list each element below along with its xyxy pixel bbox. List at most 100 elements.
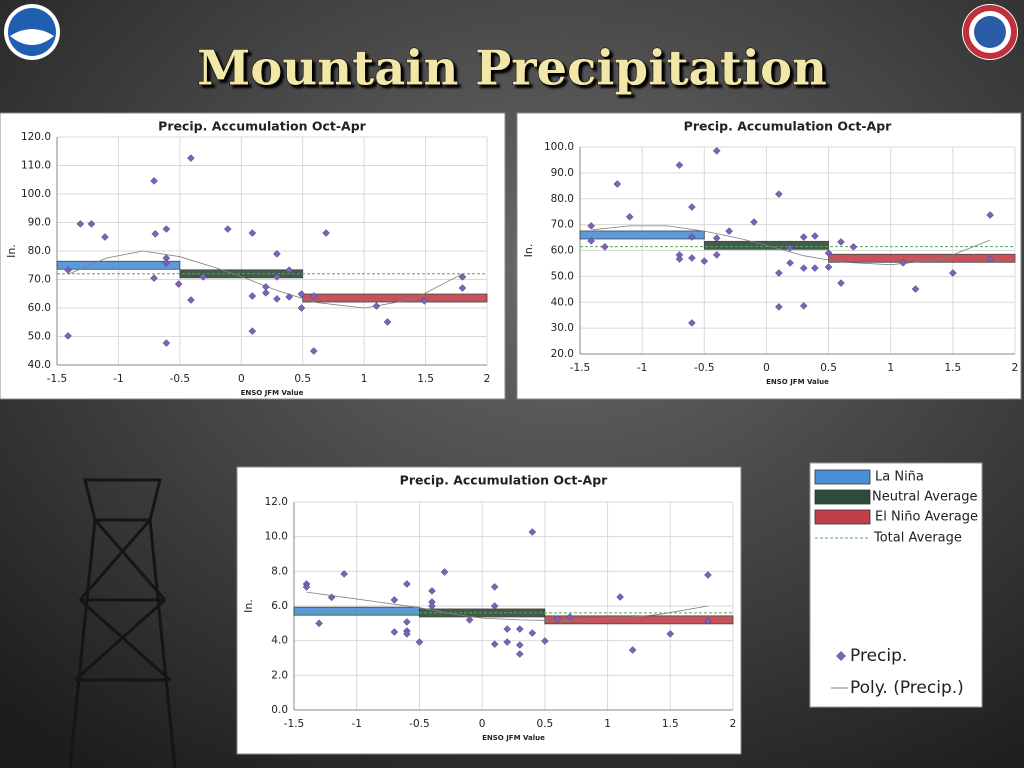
y-tick-label: 12.0 [265,496,288,508]
data-point [390,596,399,604]
data-point [428,587,436,595]
data-point [415,638,424,646]
x-tick-label: -1 [351,718,361,730]
x-tick-label: 1 [604,718,611,730]
data-point [440,568,449,576]
x-tick-label: 1.5 [945,362,962,374]
data-point [262,289,270,297]
data-point [541,637,549,645]
data-point [503,625,512,633]
trend-line [592,225,991,266]
legend-label: Total Average [873,531,962,546]
average-bar [56,260,181,270]
data-point [458,284,467,292]
average-bar [544,615,734,625]
x-tick-label: -1.5 [570,362,591,374]
x-tick-label: -0.5 [409,718,430,730]
x-tick-label: 2 [484,373,491,385]
data-point [911,285,920,293]
data-point [837,279,845,287]
x-axis-label: ENSO JFM Value [766,378,829,386]
x-tick-label: 0 [763,362,770,374]
data-point [64,332,72,340]
slide-title: Mountain Precipitation [197,41,827,97]
data-point [625,213,634,221]
chart-title: Precip. Accumulation Oct-Apr [400,473,609,488]
data-point [87,220,96,228]
data-point [666,630,675,638]
tower [68,478,177,768]
data-point [372,302,381,310]
y-tick-label: 60.0 [28,302,51,314]
data-point [528,629,537,637]
data-point [420,297,429,305]
x-tick-label: 1 [887,362,894,374]
data-point [458,273,467,281]
x-axis-label: ENSO JFM Value [482,734,545,742]
chart-title: Precip. Accumulation Oct-Apr [158,119,367,134]
y-axis-label: In. [522,244,535,258]
legend-label: La Niña [875,470,924,485]
data-point [824,249,833,257]
data-point [162,259,171,267]
legend-label: Poly. (Precip.) [850,678,964,698]
average-bar [293,606,420,616]
y-tick-label: 120.0 [21,131,51,143]
data-point [786,259,794,267]
average-bar [828,253,1016,263]
x-tick-label: -0.5 [170,373,191,385]
data-point [986,255,994,263]
data-point [712,251,721,259]
y-tick-label: 50.0 [551,270,574,282]
x-tick-label: 0.5 [820,362,837,374]
data-point [799,302,808,310]
data-point [986,211,994,219]
chart-title: Precip. Accumulation Oct-Apr [684,119,893,134]
data-point [700,257,709,265]
y-tick-label: 6.0 [271,600,288,612]
legend-swatch [814,489,871,505]
chart-frame [0,112,506,400]
data-point [799,233,808,241]
data-point [775,269,783,277]
y-tick-label: 110.0 [21,160,51,172]
data-point [613,180,622,188]
data-point [174,280,183,288]
y-tick-label: 70.0 [551,219,574,231]
data-point [273,249,281,258]
data-point [811,264,819,272]
data-point [849,243,858,251]
data-point [824,263,833,271]
legend-box: La Niña Neutral Average El Niño Average Tot… [809,462,983,708]
data-point [285,266,294,274]
y-tick-label: 0.0 [271,704,288,716]
data-point [688,319,696,327]
data-point [383,318,392,326]
data-point [503,638,512,646]
data-point [162,225,171,233]
x-tick-label: -1.5 [284,718,305,730]
x-tick-label: -1 [113,373,123,385]
data-point [675,161,684,169]
legend-label: El Niño Average [875,510,978,525]
y-axis-label: In. [242,599,255,613]
data-point [248,327,257,335]
y-tick-label: 20.0 [551,348,574,360]
data-point [899,259,907,267]
data-point [704,617,712,625]
data-point [949,269,957,277]
data-point [76,220,85,228]
data-point [315,619,323,628]
x-tick-label: 1 [361,373,368,385]
data-point [515,641,524,649]
average-bar [579,230,705,240]
y-tick-label: 80.0 [28,245,51,257]
data-point [322,229,330,237]
data-point [248,292,257,300]
data-point [490,583,499,591]
data-point [150,274,158,282]
data-point [340,570,349,578]
legend-swatch [814,469,871,485]
x-tick-label: -1.5 [47,373,68,385]
